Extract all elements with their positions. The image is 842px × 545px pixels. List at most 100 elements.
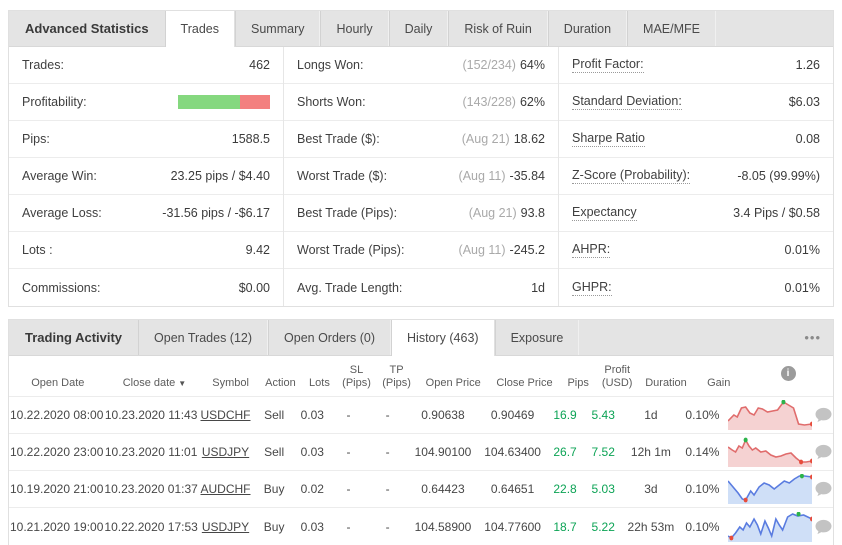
tp-pips: - bbox=[385, 519, 390, 534]
trade-sparkline-chart bbox=[726, 400, 814, 430]
header-close-date[interactable]: Close date ▼ bbox=[122, 377, 187, 389]
stats-column-1: Trades: 462 Profitability: Pips: 1588.5 … bbox=[9, 47, 283, 306]
tab-mae-mfe[interactable]: MAE/MFE bbox=[627, 11, 716, 46]
action: Buy bbox=[263, 519, 285, 534]
trading-activity-panel: Trading Activity Open Trades (12) Open O… bbox=[8, 319, 834, 545]
stat-profit-factor: Profit Factor: 1.26 bbox=[559, 47, 833, 84]
lots: 0.03 bbox=[300, 519, 324, 534]
stat-longs-won: Longs Won: (152/234) 64% bbox=[284, 47, 558, 84]
stat-standard-deviation: Standard Deviation: $6.03 bbox=[559, 84, 833, 121]
stat-avg-trade-length: Avg. Trade Length: 1d bbox=[297, 280, 545, 295]
open-price: 104.58900 bbox=[414, 519, 472, 534]
tab-daily[interactable]: Daily bbox=[388, 11, 449, 46]
stat-worst-trade-usd: Worst Trade ($): (Aug 11) -35.84 bbox=[284, 158, 558, 195]
header-action[interactable]: Action bbox=[265, 377, 296, 389]
stats-grid: Trades: 462 Profitability: Pips: 1588.5 … bbox=[9, 47, 833, 306]
profit-usd: 7.52 bbox=[591, 445, 615, 459]
header-profit-usd[interactable]: Profit (USD) bbox=[601, 364, 633, 389]
open-date: 10.21.2020 19:00 bbox=[9, 519, 104, 534]
header-symbol[interactable]: Symbol bbox=[212, 377, 249, 389]
stats-column-3: Profit Factor: 1.26 Standard Deviation: … bbox=[558, 47, 833, 306]
tab-open-orders[interactable]: Open Orders (0) bbox=[268, 320, 392, 355]
stats-panel-title: Advanced Statistics bbox=[25, 21, 149, 36]
duration: 12h 1m bbox=[630, 445, 671, 459]
sl-pips: - bbox=[346, 445, 351, 459]
trade-sparkline-chart bbox=[726, 511, 814, 542]
header-tp-pips[interactable]: TP (Pips) bbox=[382, 364, 411, 389]
tp-pips: - bbox=[385, 408, 390, 422]
header-open-price[interactable]: Open Price bbox=[425, 377, 481, 389]
table-row[interactable]: 10.19.2020 21:00 10.23.2020 01:37 AUDCHF… bbox=[9, 471, 833, 508]
lots: 0.02 bbox=[300, 482, 324, 496]
tab-risk-of-ruin[interactable]: Risk of Ruin bbox=[448, 11, 548, 46]
header-open-date[interactable]: Open Date bbox=[31, 377, 85, 389]
header-sl-pips[interactable]: SL (Pips) bbox=[342, 364, 371, 389]
table-row[interactable]: 10.21.2020 19:00 10.22.2020 17:53 USDJPY… bbox=[9, 508, 833, 545]
stat-ghpr: GHPR: 0.01% bbox=[572, 279, 820, 296]
header-duration[interactable]: Duration bbox=[645, 377, 687, 389]
comment-bubble-icon[interactable] bbox=[814, 407, 833, 423]
comment-bubble-icon[interactable] bbox=[814, 444, 833, 460]
action: Sell bbox=[264, 408, 285, 422]
tab-summary[interactable]: Summary bbox=[235, 11, 321, 46]
trade-sparkline-chart bbox=[726, 474, 814, 504]
table-row[interactable]: 10.22.2020 08:00 10.23.2020 11:43 USDCHF… bbox=[9, 397, 833, 434]
symbol-link[interactable]: USDCHF bbox=[200, 408, 251, 422]
stat-average-win: Average Win: 23.25 pips / $4.40 bbox=[9, 158, 283, 195]
tab-hourly[interactable]: Hourly bbox=[320, 11, 389, 46]
sort-desc-icon: ▼ bbox=[178, 379, 187, 388]
open-date: 10.22.2020 08:00 bbox=[9, 408, 104, 422]
gain: 0.10% bbox=[685, 408, 720, 422]
symbol-link[interactable]: USDJPY bbox=[201, 519, 250, 534]
more-options-icon[interactable]: ••• bbox=[804, 330, 821, 345]
duration: 22h 53m bbox=[627, 519, 675, 534]
tab-open-trades[interactable]: Open Trades (12) bbox=[138, 320, 269, 355]
tab-duration[interactable]: Duration bbox=[547, 11, 628, 46]
header-lots[interactable]: Lots bbox=[309, 377, 330, 389]
comment-bubble-icon[interactable] bbox=[814, 481, 833, 497]
stat-shorts-won: Shorts Won: (143/228) 62% bbox=[284, 84, 558, 121]
open-price: 0.90638 bbox=[421, 408, 465, 422]
stat-sharpe-ratio: Sharpe Ratio 0.08 bbox=[559, 121, 833, 158]
close-price: 104.77600 bbox=[484, 519, 541, 534]
comment-bubble-icon[interactable] bbox=[814, 519, 833, 535]
header-gain[interactable]: Gain bbox=[707, 377, 731, 389]
pips: 16.9 bbox=[553, 408, 577, 422]
tabstrip-spacer bbox=[716, 11, 833, 46]
close-date: 10.23.2020 11:01 bbox=[104, 445, 198, 459]
tp-pips: - bbox=[385, 482, 390, 496]
close-price: 0.64651 bbox=[490, 482, 535, 496]
pips: 22.8 bbox=[553, 482, 577, 496]
info-icon[interactable]: i bbox=[780, 365, 796, 381]
open-price: 104.90100 bbox=[414, 445, 472, 459]
stats-tabstrip: Advanced Statistics Trades Summary Hourl… bbox=[9, 11, 833, 47]
stat-pips: Pips: 1588.5 bbox=[9, 121, 283, 158]
action: Buy bbox=[263, 482, 285, 496]
open-date: 10.22.2020 23:00 bbox=[9, 445, 104, 459]
tab-history[interactable]: History (463) bbox=[391, 320, 495, 356]
activity-tabstrip: Trading Activity Open Trades (12) Open O… bbox=[9, 320, 833, 356]
gain: 0.10% bbox=[685, 482, 720, 496]
header-chart: i bbox=[743, 356, 833, 396]
advanced-statistics-panel: Advanced Statistics Trades Summary Hourl… bbox=[8, 10, 834, 307]
symbol-link[interactable]: AUDCHF bbox=[200, 482, 251, 496]
close-date: 10.23.2020 11:43 bbox=[104, 408, 198, 422]
gain: 0.14% bbox=[685, 445, 720, 459]
lots: 0.03 bbox=[300, 445, 324, 459]
duration: 1d bbox=[644, 408, 658, 422]
header-pips[interactable]: Pips bbox=[567, 377, 589, 389]
activity-panel-title: Trading Activity bbox=[25, 330, 123, 345]
tab-exposure[interactable]: Exposure bbox=[494, 320, 580, 355]
tp-pips: - bbox=[385, 445, 390, 459]
header-close-price[interactable]: Close Price bbox=[496, 377, 553, 389]
tabstrip-spacer bbox=[579, 320, 792, 355]
close-date: 10.23.2020 01:37 bbox=[104, 482, 198, 496]
stat-best-trade-pips: Best Trade (Pips): (Aug 21) 93.8 bbox=[284, 195, 558, 232]
symbol-link[interactable]: USDJPY bbox=[201, 445, 250, 459]
tab-trades[interactable]: Trades bbox=[164, 11, 235, 47]
pips: 18.7 bbox=[553, 519, 577, 534]
table-row[interactable]: 10.22.2020 23:00 10.23.2020 11:01 USDJPY… bbox=[9, 434, 833, 471]
pips: 26.7 bbox=[553, 445, 577, 459]
stat-trades: Trades: 462 bbox=[9, 47, 283, 84]
gain: 0.10% bbox=[685, 519, 720, 534]
